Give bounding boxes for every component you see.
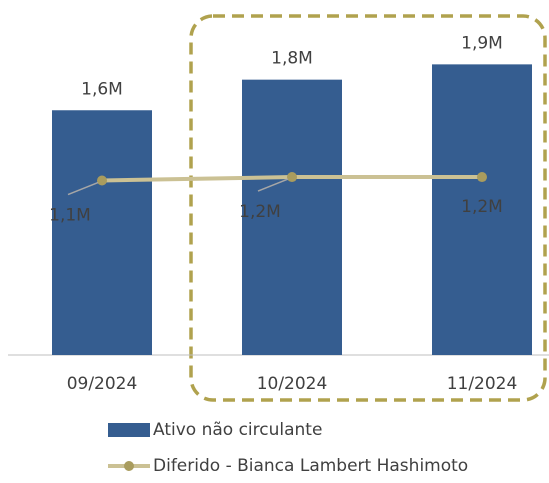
bar-value-label: 1,6M xyxy=(81,79,123,99)
x-tick-label: 11/2024 xyxy=(447,374,518,394)
line-value-label: 1,1M xyxy=(49,206,91,226)
highlight-frame xyxy=(189,14,547,402)
line-value-label: 1,2M xyxy=(239,202,281,222)
bar xyxy=(242,79,342,355)
x-tick-label: 10/2024 xyxy=(257,374,328,394)
line-marker xyxy=(287,172,297,183)
bar-value-label: 1,8M xyxy=(271,49,313,69)
line-value-label: 1,2M xyxy=(461,197,503,217)
line-marker xyxy=(97,175,107,186)
x-tick-label: 09/2024 xyxy=(67,374,138,394)
legend-label: Ativo não circulante xyxy=(153,420,322,440)
line-marker xyxy=(477,172,487,183)
legend-marker xyxy=(124,461,134,471)
legend-label: Diferido - Bianca Lambert Hashimoto xyxy=(153,456,468,476)
leader-line xyxy=(67,181,99,196)
bar xyxy=(52,110,152,355)
legend-swatch xyxy=(108,423,150,437)
leader-line xyxy=(257,178,289,192)
bar-value-label: 1,9M xyxy=(461,33,503,53)
bar xyxy=(432,64,532,356)
